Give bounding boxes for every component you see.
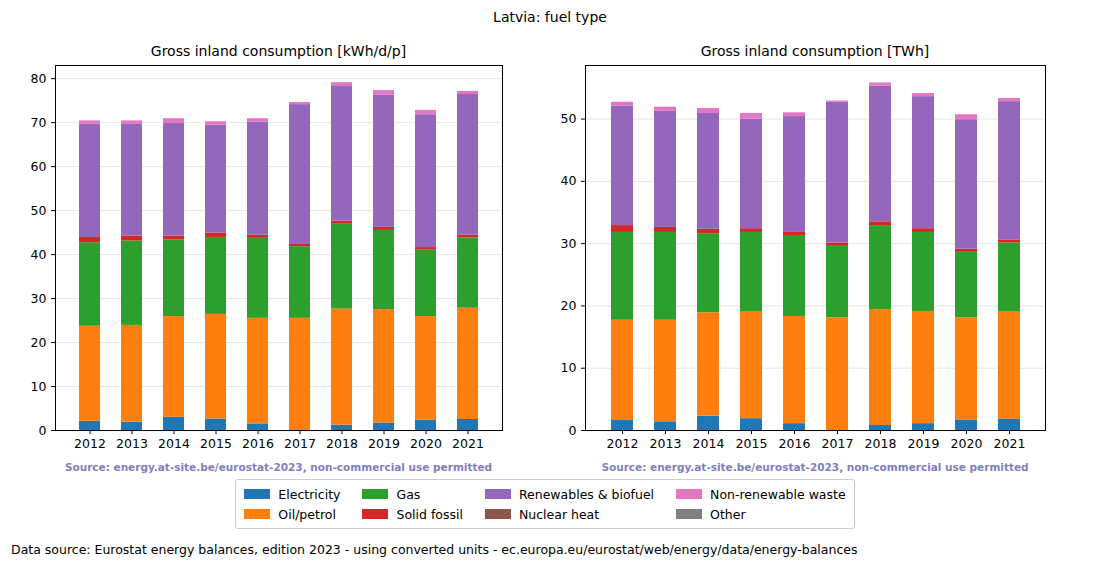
svg-text:2018: 2018: [326, 436, 358, 451]
svg-text:2020: 2020: [410, 436, 442, 451]
svg-text:80: 80: [31, 71, 47, 86]
svg-text:70: 70: [31, 115, 47, 130]
svg-text:2018: 2018: [865, 436, 897, 451]
svg-text:2021: 2021: [452, 436, 484, 451]
svg-text:2012: 2012: [607, 436, 639, 451]
svg-text:2021: 2021: [994, 436, 1026, 451]
svg-text:2019: 2019: [908, 436, 940, 451]
svg-text:20: 20: [561, 298, 577, 313]
svg-text:2013: 2013: [116, 436, 148, 451]
html-text:Electricity: Electricity: [278, 486, 341, 502]
html-text:Solid fossil: Solid fossil: [396, 506, 463, 522]
svg-text:10: 10: [561, 360, 577, 375]
svg-text:10: 10: [31, 379, 47, 394]
svg-text:40: 40: [561, 173, 577, 188]
svg-text:2012: 2012: [74, 436, 106, 451]
svg-text:2017: 2017: [822, 436, 854, 451]
svg-text:2015: 2015: [200, 436, 232, 451]
html-text:Source: energy.at-site.be/euro: Source: energy.at-site.be/eurostat-2023,…: [601, 461, 1029, 473]
svg-text:30: 30: [561, 236, 577, 251]
html-text:Oil/petrol: Oil/petrol: [278, 506, 336, 522]
html-text:Latvia: fuel type: Latvia: fuel type: [493, 9, 607, 25]
svg-text:2019: 2019: [368, 436, 400, 451]
html-text:Source: energy.at-site.be/euro: Source: energy.at-site.be/eurostat-2023,…: [64, 461, 493, 473]
svg-text:2016: 2016: [242, 436, 274, 451]
svg-text:2015: 2015: [736, 436, 768, 451]
svg-text:0: 0: [569, 423, 577, 438]
svg-text:50: 50: [561, 111, 577, 126]
svg-text:40: 40: [31, 247, 47, 262]
svg-text:50: 50: [31, 203, 47, 218]
svg-text:30: 30: [31, 291, 47, 306]
svg-text:2020: 2020: [951, 436, 983, 451]
html-text:Renewables & biofuel: Renewables & biofuel: [518, 486, 655, 502]
svg-text:2017: 2017: [284, 436, 316, 451]
svg-text:0: 0: [39, 423, 47, 438]
html-text:Non-renewable waste: Non-renewable waste: [710, 486, 846, 502]
html-text:Gross inland consumption [kWh/: Gross inland consumption [kWh/d/p]: [150, 43, 407, 59]
svg-text:20: 20: [31, 335, 47, 350]
svg-text:60: 60: [31, 159, 47, 174]
html-text:Other: Other: [710, 506, 746, 522]
html-text:Nuclear heat: Nuclear heat: [518, 506, 600, 522]
svg-text:2013: 2013: [650, 436, 682, 451]
html-text:Gross inland consumption [TWh]: Gross inland consumption [TWh]: [700, 43, 930, 59]
svg-text:2014: 2014: [158, 436, 190, 451]
svg-text:2014: 2014: [693, 436, 725, 451]
html-text:Gas: Gas: [396, 486, 421, 502]
svg-text:2016: 2016: [779, 436, 811, 451]
html-text:Data source: Eurostat energy b: Data source: Eurostat energy balances, e…: [11, 542, 858, 557]
